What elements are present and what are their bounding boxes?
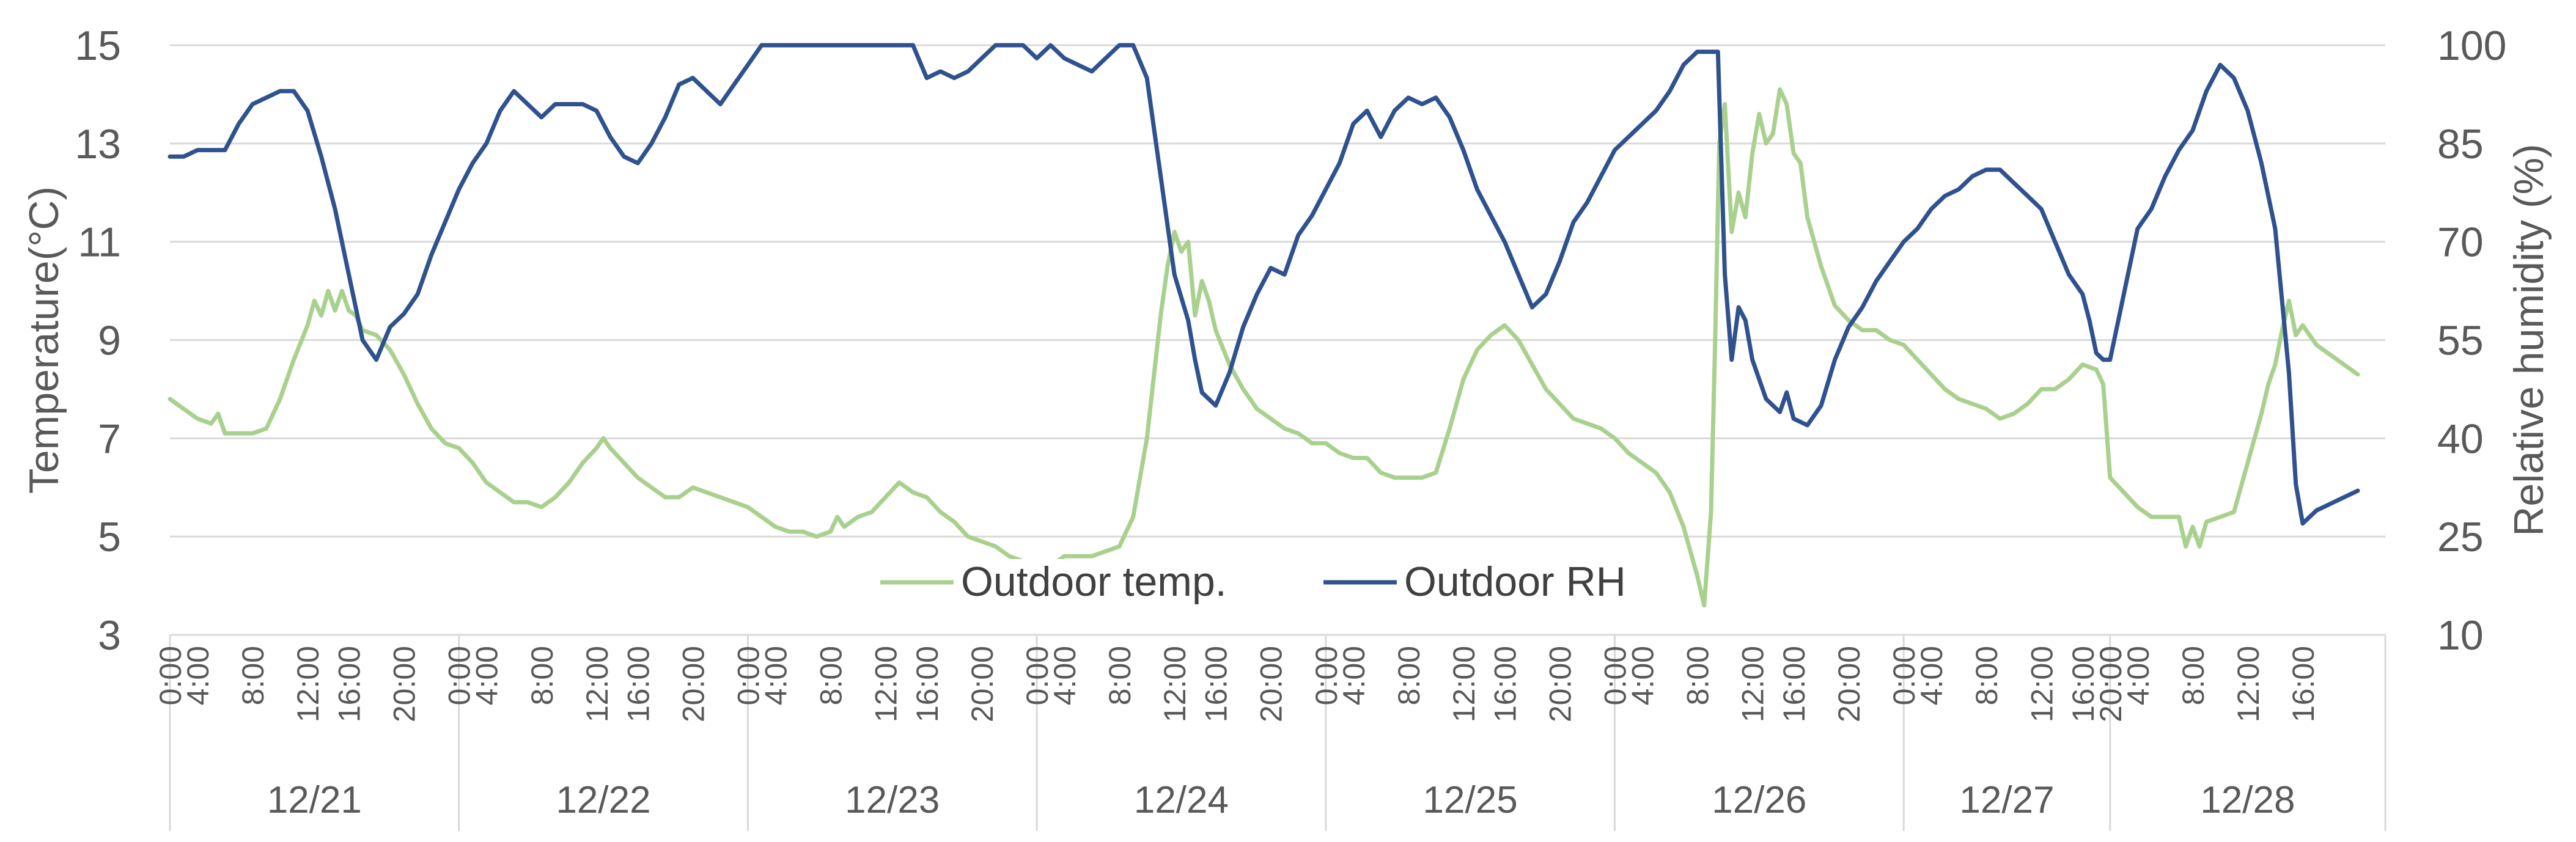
- x-tick-label: 20:00: [1543, 646, 1577, 722]
- y-tick-label-right: 25: [2437, 514, 2484, 560]
- y-tick-label-left: 13: [75, 121, 121, 167]
- x-tick-label: 12:00: [580, 646, 614, 722]
- day-label: 12/21: [267, 779, 362, 821]
- x-tick-label: 4:00: [1337, 646, 1371, 705]
- x-tick-label: 0:00: [1887, 646, 1921, 705]
- y-tick-label-right: 10: [2437, 612, 2484, 659]
- y-tick-label-left: 15: [75, 23, 121, 69]
- series-line-outdoor-rh: [167, 43, 2360, 526]
- y-tick-label-left: 7: [98, 416, 121, 462]
- x-tick-label: 20:00: [2094, 646, 2128, 722]
- x-tick-label: 8:00: [814, 646, 848, 705]
- x-tick-label: 8:00: [1392, 646, 1426, 705]
- y-tick-label-left: 9: [98, 318, 121, 364]
- x-tick-label: 16:00: [1777, 646, 1811, 722]
- y-axis-title-right: Relative humidity (%): [2506, 144, 2552, 536]
- x-tick-label: 0:00: [443, 646, 477, 705]
- y-tick-label-right: 100: [2437, 23, 2506, 69]
- x-tick-label: 12:00: [291, 646, 325, 722]
- x-tick-label: 8:00: [1970, 646, 2004, 705]
- x-tick-label: 16:00: [1199, 646, 1234, 722]
- x-tick-label: 8:00: [1103, 646, 1137, 705]
- y-tick-label-left: 5: [98, 514, 121, 560]
- x-tick-label: 4:00: [1915, 646, 1949, 705]
- x-tick-label: 12:00: [2231, 646, 2265, 722]
- x-tick-label: 8:00: [2176, 646, 2210, 705]
- day-label: 12/27: [1959, 779, 2054, 821]
- x-tick-label: 4:00: [2121, 646, 2155, 705]
- day-label: 12/24: [1134, 779, 1229, 821]
- day-label: 12/22: [556, 779, 650, 821]
- x-tick-label: 0:00: [1309, 646, 1344, 705]
- x-tick-label: 16:00: [621, 646, 655, 722]
- x-tick-label: 16:00: [2286, 646, 2320, 722]
- y-tick-label-right: 40: [2437, 416, 2484, 462]
- x-tick-label: 16:00: [1488, 646, 1522, 722]
- day-label: 12/25: [1423, 779, 1518, 821]
- x-tick-label: 0:00: [153, 646, 188, 705]
- x-tick-label: 12:00: [1736, 646, 1770, 722]
- x-tick-label: 20:00: [676, 646, 710, 722]
- x-tick-label: 8:00: [236, 646, 270, 705]
- x-tick-label: 4:00: [470, 646, 504, 705]
- x-tick-label: 4:00: [1048, 646, 1082, 705]
- x-tick-label: 12:00: [869, 646, 903, 722]
- x-tick-label: 20:00: [388, 646, 422, 722]
- x-tick-label: 16:00: [333, 646, 367, 722]
- x-tick-label: 0:00: [2094, 646, 2128, 705]
- x-tick-label: 20:00: [1254, 646, 1289, 722]
- series-lines: [167, 43, 2360, 608]
- y-tick-label-left: 3: [98, 612, 121, 659]
- axes: 3 5 7 9 11 13 15 10 25 40 55 70 85 100 12/21 12/22 12/23…: [75, 23, 2506, 831]
- x-tick-label: 12:00: [1447, 646, 1481, 722]
- y-tick-label-right: 55: [2437, 318, 2484, 364]
- y-tick-label-left: 11: [78, 219, 121, 266]
- x-tick-label: 16:00: [910, 646, 944, 722]
- y-tick-label-right: 85: [2437, 121, 2484, 167]
- x-tick-label: 20:00: [1832, 646, 1866, 722]
- legend-label-outdoor-temp: Outdoor temp.: [961, 558, 1227, 605]
- x-tick-label: 0:00: [1020, 646, 1054, 705]
- x-tick-label: 4:00: [1625, 646, 1660, 705]
- legend-label-outdoor-rh: Outdoor RH: [1404, 558, 1626, 605]
- x-tick-label: 12:00: [2025, 646, 2059, 722]
- y-tick-label-right: 70: [2437, 219, 2484, 266]
- y-axis-title-left: Temperature(°C): [21, 186, 67, 494]
- x-tick-label: 4:00: [759, 646, 793, 705]
- day-label: 12/26: [1712, 779, 1806, 821]
- x-tick-label: 8:00: [525, 646, 559, 705]
- x-tick-label: 4:00: [181, 646, 215, 705]
- x-tick-label: 0:00: [1598, 646, 1632, 705]
- x-tick-label: 20:00: [965, 646, 999, 722]
- legend-background: [871, 559, 1684, 623]
- legend: Outdoor temp. Outdoor RH: [871, 558, 1684, 623]
- x-tick-label: 0:00: [731, 646, 765, 705]
- x-tick-label: 12:00: [1158, 646, 1192, 722]
- day-label: 12/28: [2200, 779, 2295, 821]
- day-label: 12/23: [845, 779, 940, 821]
- x-tick-label: 8:00: [1681, 646, 1715, 705]
- series-line-outdoor-temp: [167, 87, 2360, 608]
- x-tick-label: 16:00: [2066, 646, 2100, 722]
